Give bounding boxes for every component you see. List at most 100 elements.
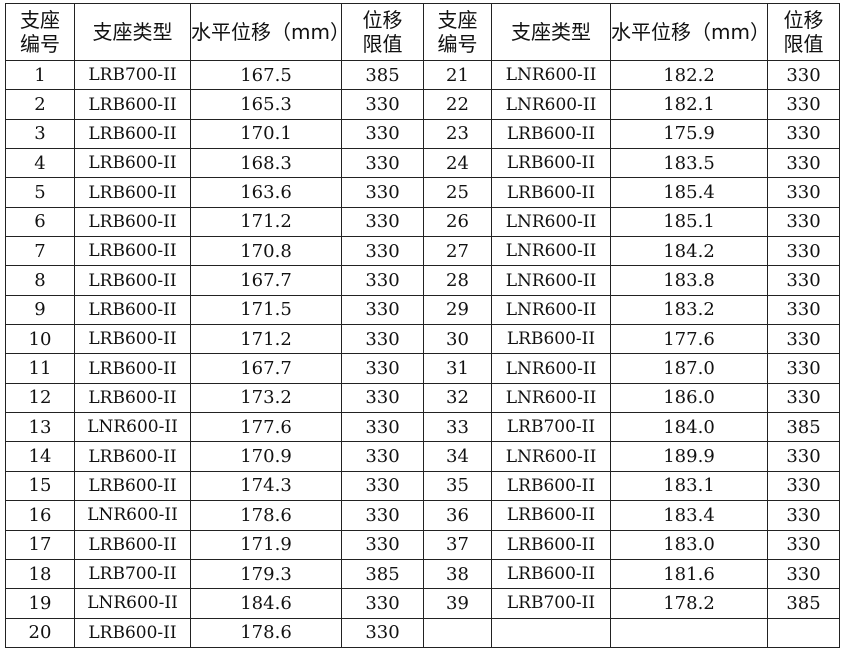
right-limit-cell: 330 xyxy=(767,177,840,208)
left-displacement-cell: 178.6 xyxy=(190,500,342,531)
right-bearing-no-cell: 21 xyxy=(423,59,492,91)
table-row: 8 LRB600-II 167.7 330 28 LNR600-II 183.8 330 xyxy=(5,265,840,296)
left-limit-cell: 330 xyxy=(341,617,424,649)
right-bearing-type-cell: LNR600-II xyxy=(491,89,611,120)
left-bearing-type-cell: LRB700-II xyxy=(74,558,191,590)
right-bearing-type-cell: LNR600-II xyxy=(491,236,611,267)
right-limit-cell: 385 xyxy=(767,412,840,443)
right-bearing-type-cell: LNR600-II xyxy=(491,382,611,414)
table-row: 14 LRB600-II 170.9 330 34 LNR600-II 189.9 330 xyxy=(5,441,840,472)
left-bearing-no-cell: 16 xyxy=(5,500,75,531)
left-limit-cell: 385 xyxy=(341,59,424,91)
right-limit-cell xyxy=(767,617,840,649)
right-bearing-no-cell: 26 xyxy=(423,206,492,238)
left-displacement-cell: 171.9 xyxy=(190,529,342,560)
left-bearing-no-cell: 5 xyxy=(5,177,75,208)
right-bearing-no-cell: 32 xyxy=(423,382,492,414)
header-bearing-no-left: 支座 编号 xyxy=(5,3,75,61)
table-row: 10 LRB600-II 171.2 330 30 LRB600-II 177.6 330 xyxy=(5,324,840,355)
right-displacement-cell: 187.0 xyxy=(610,353,768,384)
left-displacement-cell: 179.3 xyxy=(190,558,342,590)
left-bearing-type-cell: LRB600-II xyxy=(74,617,191,649)
right-bearing-type-cell: LRB600-II xyxy=(491,558,611,590)
right-bearing-type-cell xyxy=(491,617,611,649)
right-displacement-cell: 177.6 xyxy=(610,324,768,355)
right-limit-cell: 330 xyxy=(767,441,840,472)
right-bearing-no-cell: 25 xyxy=(423,177,492,208)
left-displacement-cell: 171.5 xyxy=(190,294,342,326)
table-row: 11 LRB600-II 167.7 330 31 LNR600-II 187.0 330 xyxy=(5,353,840,384)
left-bearing-no-cell: 6 xyxy=(5,206,75,238)
right-bearing-type-cell: LRB700-II xyxy=(491,588,611,619)
right-bearing-no-cell: 29 xyxy=(423,294,492,326)
left-displacement-cell: 178.6 xyxy=(190,617,342,649)
right-bearing-no-cell: 30 xyxy=(423,324,492,355)
right-displacement-cell xyxy=(610,617,768,649)
left-displacement-cell: 170.9 xyxy=(190,441,342,472)
right-limit-cell: 330 xyxy=(767,89,840,120)
left-bearing-type-cell: LRB600-II xyxy=(74,529,191,560)
right-bearing-type-cell: LRB600-II xyxy=(491,324,611,355)
left-limit-cell: 330 xyxy=(341,353,424,384)
left-bearing-type-cell: LRB600-II xyxy=(74,89,191,120)
table-row: 16 LNR600-II 178.6 330 36 LRB600-II 183.4 330 xyxy=(5,500,840,531)
left-bearing-no-cell: 7 xyxy=(5,236,75,267)
left-bearing-no-cell: 9 xyxy=(5,294,75,326)
left-bearing-no-cell: 19 xyxy=(5,588,75,619)
right-bearing-type-cell: LRB600-II xyxy=(491,529,611,560)
right-displacement-cell: 185.4 xyxy=(610,177,768,208)
right-limit-cell: 330 xyxy=(767,206,840,238)
right-bearing-type-cell: LNR600-II xyxy=(491,294,611,326)
left-bearing-type-cell: LNR600-II xyxy=(74,588,191,619)
left-limit-cell: 330 xyxy=(341,529,424,560)
left-bearing-type-cell: LRB600-II xyxy=(74,236,191,267)
right-limit-cell: 330 xyxy=(767,148,840,179)
right-bearing-no-cell: 34 xyxy=(423,441,492,472)
left-displacement-cell: 170.1 xyxy=(190,118,342,150)
left-displacement-cell: 174.3 xyxy=(190,470,342,502)
table-row: 6 LRB600-II 171.2 330 26 LNR600-II 185.1 330 xyxy=(5,206,840,238)
right-limit-cell: 385 xyxy=(767,588,840,619)
header-limit-left: 位移 限值 xyxy=(341,3,424,61)
left-displacement-cell: 177.6 xyxy=(190,412,342,443)
left-limit-cell: 330 xyxy=(341,265,424,296)
left-limit-cell: 330 xyxy=(341,470,424,502)
left-limit-cell: 330 xyxy=(341,324,424,355)
table-row: 18 LRB700-II 179.3 385 38 LRB600-II 181.6 330 xyxy=(5,558,840,590)
left-bearing-no-cell: 11 xyxy=(5,353,75,384)
right-limit-cell: 330 xyxy=(767,265,840,296)
left-bearing-no-cell: 14 xyxy=(5,441,75,472)
header-bearing-type-left: 支座类型 xyxy=(74,3,191,61)
left-bearing-no-cell: 18 xyxy=(5,558,75,590)
left-limit-cell: 330 xyxy=(341,89,424,120)
right-bearing-no-cell: 22 xyxy=(423,89,492,120)
left-bearing-type-cell: LNR600-II xyxy=(74,500,191,531)
left-displacement-cell: 171.2 xyxy=(190,206,342,238)
right-limit-cell: 330 xyxy=(767,59,840,91)
right-displacement-cell: 184.2 xyxy=(610,236,768,267)
left-displacement-cell: 170.8 xyxy=(190,236,342,267)
right-displacement-cell: 186.0 xyxy=(610,382,768,414)
table-row: 7 LRB600-II 170.8 330 27 LNR600-II 184.2 330 xyxy=(5,236,840,267)
left-bearing-no-cell: 2 xyxy=(5,89,75,120)
right-bearing-no-cell: 33 xyxy=(423,412,492,443)
right-bearing-type-cell: LRB600-II xyxy=(491,118,611,150)
table-row: 20 LRB600-II 178.6 330 xyxy=(5,617,840,649)
left-bearing-type-cell: LRB700-II xyxy=(74,59,191,91)
right-limit-cell: 330 xyxy=(767,529,840,560)
left-bearing-no-cell: 4 xyxy=(5,148,75,179)
left-limit-cell: 330 xyxy=(341,500,424,531)
left-bearing-no-cell: 17 xyxy=(5,529,75,560)
right-displacement-cell: 182.1 xyxy=(610,89,768,120)
right-bearing-type-cell: LRB600-II xyxy=(491,177,611,208)
table-row: 1 LRB700-II 167.5 385 21 LNR600-II 182.2 330 xyxy=(5,59,840,91)
left-limit-cell: 330 xyxy=(341,177,424,208)
left-bearing-type-cell: LRB600-II xyxy=(74,148,191,179)
left-bearing-type-cell: LRB600-II xyxy=(74,206,191,238)
left-limit-cell: 330 xyxy=(341,236,424,267)
left-bearing-type-cell: LRB600-II xyxy=(74,294,191,326)
right-bearing-no-cell: 36 xyxy=(423,500,492,531)
right-displacement-cell: 183.1 xyxy=(610,470,768,502)
right-limit-cell: 330 xyxy=(767,558,840,590)
left-bearing-type-cell: LRB600-II xyxy=(74,265,191,296)
